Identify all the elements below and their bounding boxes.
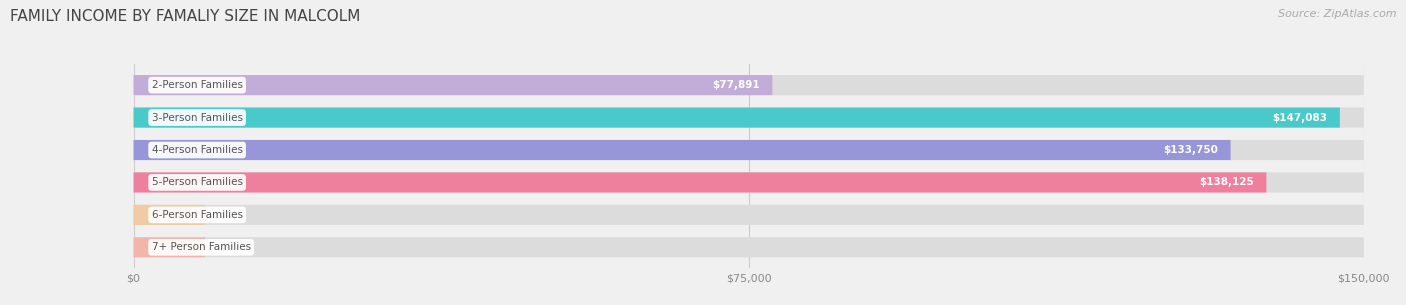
- FancyBboxPatch shape: [134, 172, 1364, 192]
- FancyBboxPatch shape: [134, 237, 1364, 257]
- FancyBboxPatch shape: [134, 75, 772, 95]
- Text: $77,891: $77,891: [713, 80, 761, 90]
- FancyBboxPatch shape: [134, 205, 1364, 225]
- Text: FAMILY INCOME BY FAMALIY SIZE IN MALCOLM: FAMILY INCOME BY FAMALIY SIZE IN MALCOLM: [10, 9, 360, 24]
- FancyBboxPatch shape: [134, 75, 1364, 95]
- Text: 2-Person Families: 2-Person Families: [152, 80, 243, 90]
- Text: $0: $0: [219, 242, 235, 252]
- Text: 4-Person Families: 4-Person Families: [152, 145, 243, 155]
- Text: Source: ZipAtlas.com: Source: ZipAtlas.com: [1278, 9, 1396, 19]
- FancyBboxPatch shape: [134, 108, 1340, 127]
- FancyBboxPatch shape: [134, 108, 1364, 127]
- FancyBboxPatch shape: [134, 140, 1230, 160]
- FancyBboxPatch shape: [134, 172, 1267, 192]
- Text: $0: $0: [219, 210, 235, 220]
- Text: 6-Person Families: 6-Person Families: [152, 210, 243, 220]
- Text: $138,125: $138,125: [1199, 178, 1254, 188]
- Text: 5-Person Families: 5-Person Families: [152, 178, 243, 188]
- Text: $147,083: $147,083: [1272, 113, 1327, 123]
- Text: 7+ Person Families: 7+ Person Families: [152, 242, 250, 252]
- FancyBboxPatch shape: [134, 237, 205, 257]
- Text: $133,750: $133,750: [1163, 145, 1218, 155]
- FancyBboxPatch shape: [134, 205, 205, 225]
- FancyBboxPatch shape: [134, 140, 1364, 160]
- Text: 3-Person Families: 3-Person Families: [152, 113, 243, 123]
